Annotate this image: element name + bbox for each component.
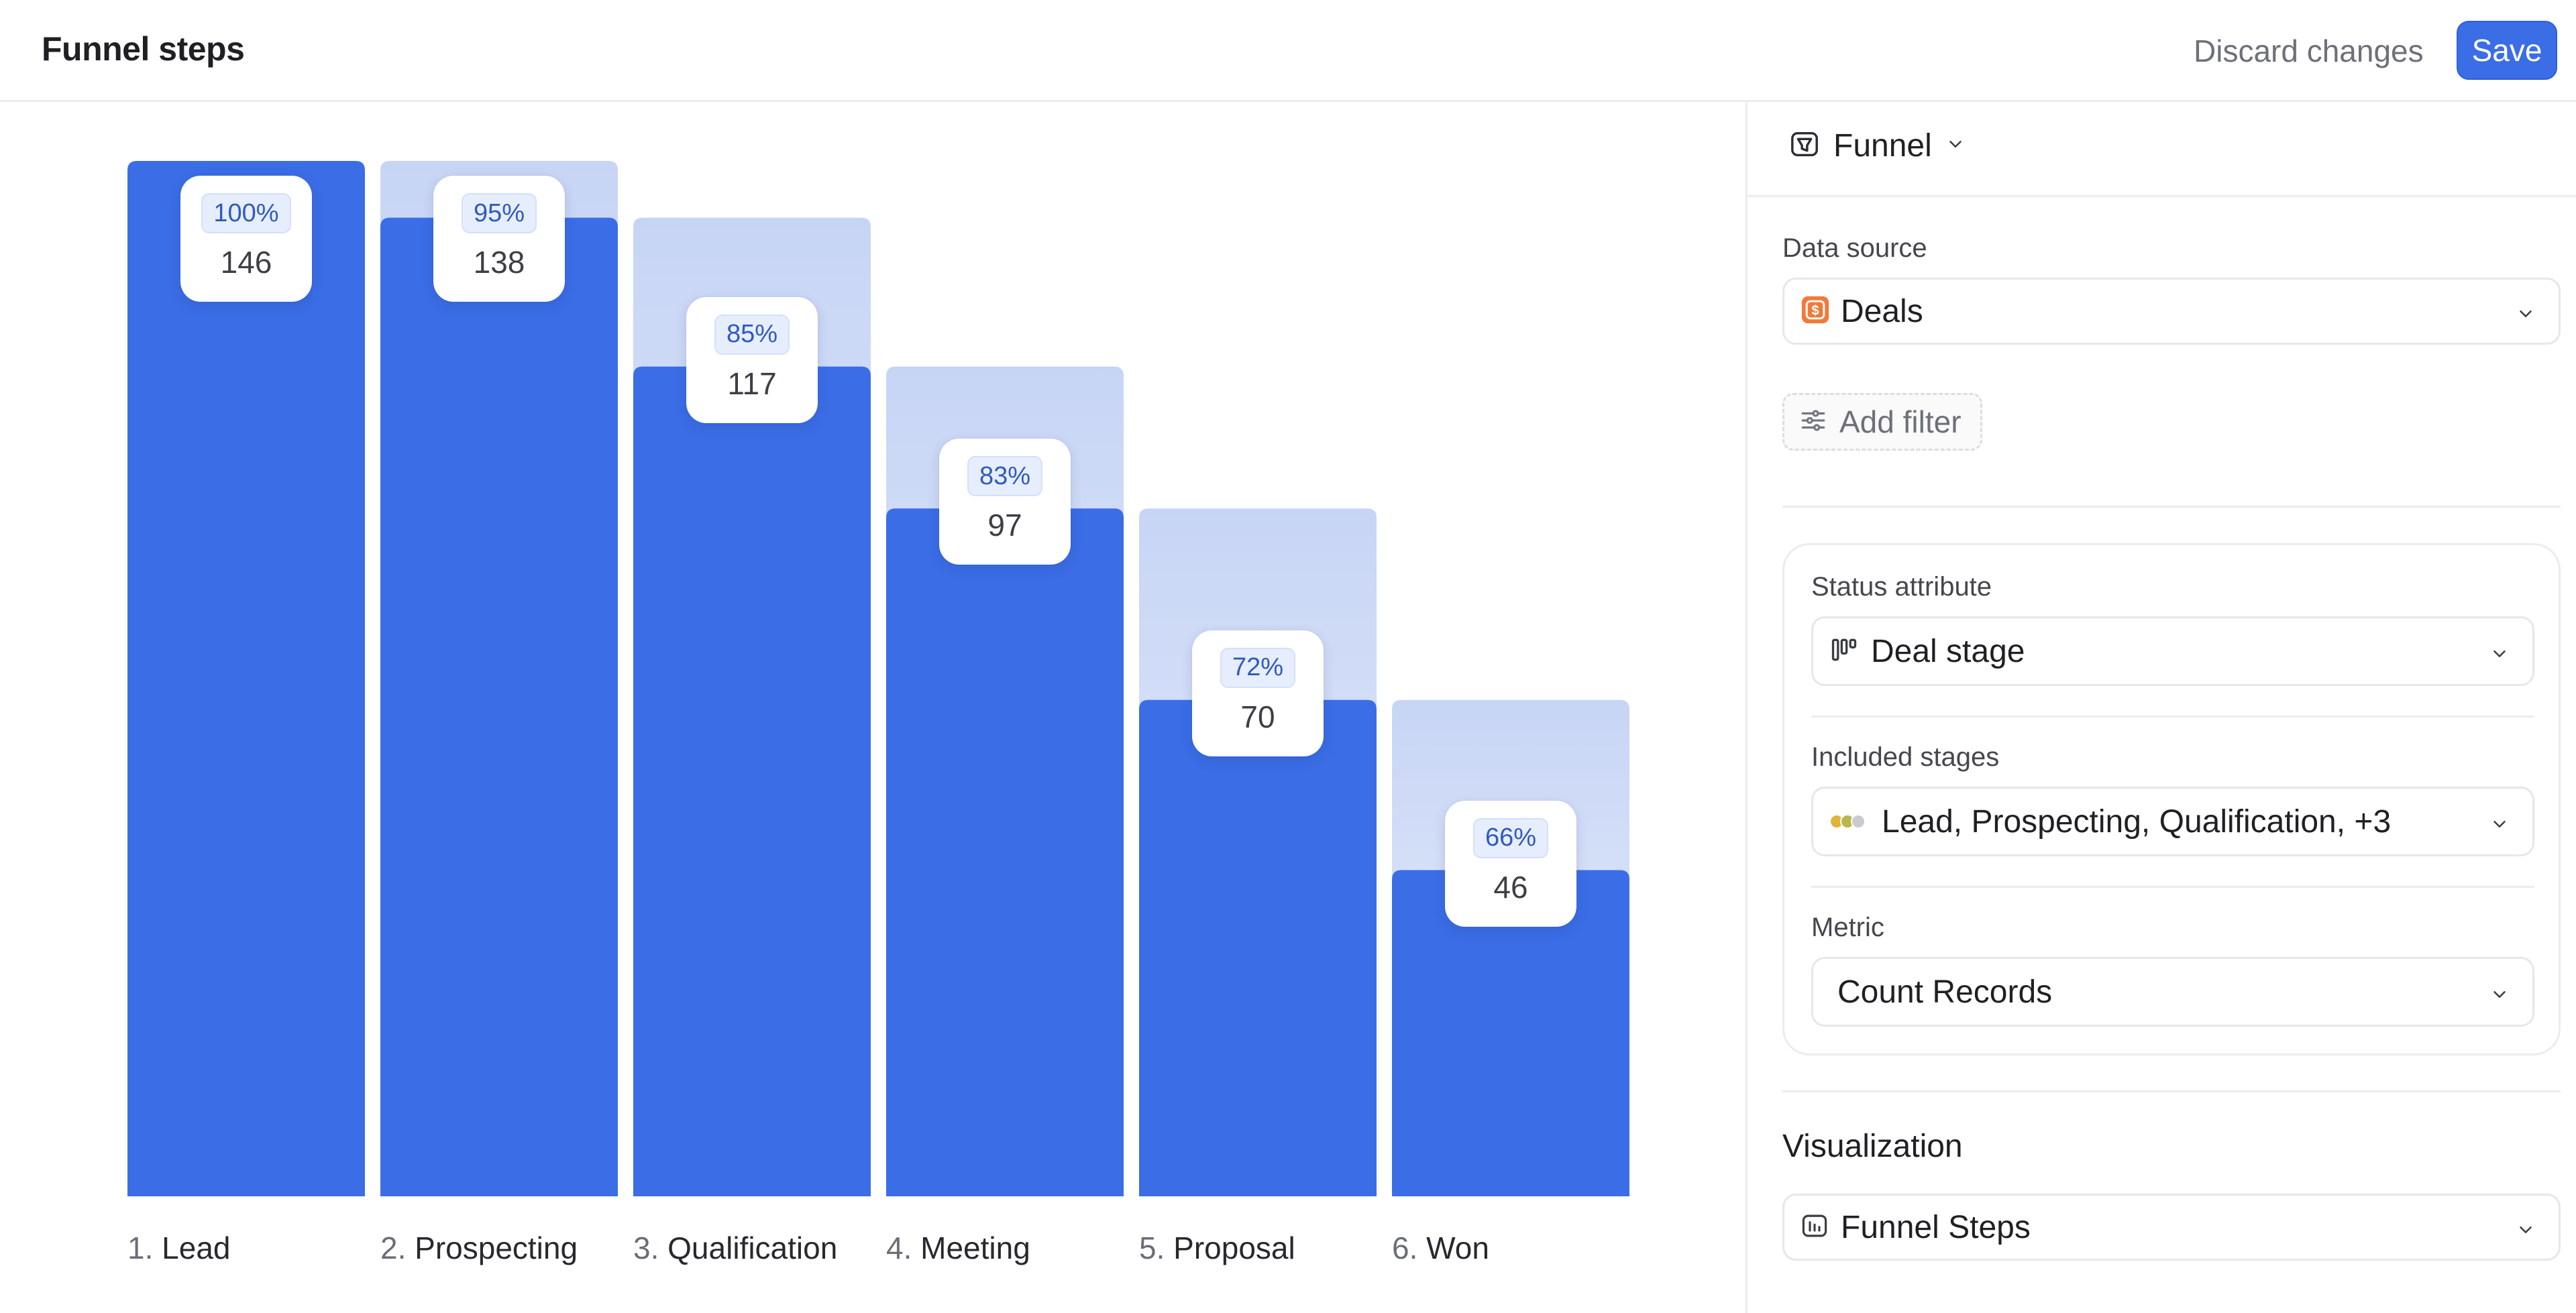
step-name: Won <box>1426 1231 1489 1265</box>
bar-value-card: 100% 146 <box>180 176 312 302</box>
funnel-chart-icon <box>1789 129 1820 163</box>
conversion-percent-badge: 85% <box>714 314 790 355</box>
chevron-down-icon <box>2516 1220 2536 1243</box>
conversion-percent-badge: 66% <box>1472 817 1549 858</box>
data-source-label: Data source <box>1782 233 1927 263</box>
metric-label: Metric <box>1811 913 1884 942</box>
step-number: 1. <box>127 1231 162 1265</box>
included-stages-select[interactable]: Lead, Prospecting, Qualification, +3 <box>1811 787 2534 856</box>
data-source-value: Deals <box>1841 293 1923 329</box>
add-filter-label: Add filter <box>1839 404 1962 439</box>
divider <box>1811 716 2534 718</box>
status-attribute-label: Status attribute <box>1811 572 1992 602</box>
visualization-value: Funnel Steps <box>1841 1209 2031 1245</box>
metric-select[interactable]: Count Records <box>1811 957 2534 1027</box>
step-name: Qualification <box>667 1231 838 1265</box>
discard-changes-button[interactable]: Discard changes <box>2180 27 2437 75</box>
stage-color-dot <box>1851 814 1866 829</box>
divider <box>1811 886 2534 888</box>
add-filter-button[interactable]: Add filter <box>1782 393 1982 451</box>
funnel-bar[interactable] <box>380 217 618 1196</box>
step-label: 5. Proposal <box>1139 1230 1295 1266</box>
chevron-down-icon <box>2516 304 2536 327</box>
bar-count-value: 70 <box>1240 699 1275 734</box>
bar-count-value: 138 <box>473 245 525 280</box>
included-stages-label: Included stages <box>1811 742 2000 772</box>
step-name: Lead <box>162 1231 231 1265</box>
conversion-percent-badge: 72% <box>1220 647 1296 688</box>
funnel-bar[interactable] <box>1392 870 1629 1196</box>
kanban-icon <box>1829 635 1859 668</box>
settings-sidebar: Funnel Data source $ Deals Add fi <box>1746 102 2576 1313</box>
chevron-down-icon <box>2489 984 2510 1008</box>
bar-value-card: 83% 97 <box>939 439 1071 565</box>
visualization-heading: Visualization <box>1782 1129 1963 1164</box>
visualization-type-row: Funnel <box>1748 102 2576 197</box>
bar-value-card: 85% 117 <box>686 296 818 423</box>
chevron-down-icon <box>2489 644 2510 667</box>
step-label: 1. Lead <box>127 1230 231 1266</box>
bar-count-value: 117 <box>727 365 777 401</box>
stage-color-dots <box>1829 814 1866 829</box>
data-source-select[interactable]: $ Deals <box>1782 278 2561 345</box>
filter-sliders-icon <box>1799 406 1827 438</box>
bar-count-value: 46 <box>1493 869 1528 905</box>
status-settings-card: Status attribute Deal stage Included sta… <box>1782 543 2561 1055</box>
step-name: Prospecting <box>415 1231 578 1265</box>
step-number: 5. <box>1139 1231 1174 1265</box>
save-button[interactable]: Save <box>2457 21 2557 80</box>
bar-count-value: 146 <box>220 245 272 280</box>
funnel-chart: 100% 146 1. Lead 95% 138 2. Prospecting 85% 117… <box>0 102 1746 1313</box>
step-label: 4. Meeting <box>886 1230 1030 1266</box>
funnel-bar[interactable] <box>633 366 871 1196</box>
svg-text:$: $ <box>1811 303 1819 318</box>
visualization-select[interactable]: Funnel Steps <box>1782 1194 2561 1261</box>
step-number: 6. <box>1392 1231 1427 1265</box>
deals-icon: $ <box>1801 295 1830 328</box>
bar-value-card: 66% 46 <box>1445 800 1576 927</box>
funnel-bar[interactable] <box>127 161 365 1196</box>
chevron-down-icon <box>2489 814 2510 838</box>
funnel-bar[interactable] <box>1139 699 1377 1196</box>
conversion-percent-badge: 95% <box>461 193 537 233</box>
step-number: 2. <box>380 1231 415 1265</box>
step-name: Meeting <box>920 1231 1030 1265</box>
step-label: 6. Won <box>1392 1230 1489 1266</box>
divider <box>1782 506 2561 508</box>
included-stages-value: Lead, Prospecting, Qualification, +3 <box>1882 803 2392 840</box>
funnel-steps-icon <box>1801 1212 1829 1243</box>
status-attribute-select[interactable]: Deal stage <box>1811 616 2534 686</box>
bar-count-value: 97 <box>987 508 1022 543</box>
bar-value-card: 95% 138 <box>433 176 565 302</box>
metric-value: Count Records <box>1837 974 2053 1010</box>
divider <box>1782 1090 2561 1092</box>
conversion-percent-badge: 83% <box>967 456 1043 497</box>
step-label: 2. Prospecting <box>380 1230 578 1266</box>
page-title: Funnel steps <box>42 30 245 68</box>
chevron-down-icon <box>1945 134 1966 158</box>
conversion-percent-badge: 100% <box>201 193 291 233</box>
visualization-type-dropdown[interactable]: Funnel <box>1789 127 1966 164</box>
funnel-bar[interactable] <box>886 508 1124 1196</box>
header-bar: Funnel steps Discard changes Save <box>0 0 2576 102</box>
visualization-type-label: Funnel <box>1833 128 1932 164</box>
step-number: 3. <box>633 1231 668 1265</box>
bar-value-card: 72% 70 <box>1192 630 1324 756</box>
step-label: 3. Qualification <box>633 1230 837 1266</box>
status-attribute-value: Deal stage <box>1871 633 2025 669</box>
step-number: 4. <box>886 1231 921 1265</box>
step-name: Proposal <box>1173 1231 1295 1265</box>
